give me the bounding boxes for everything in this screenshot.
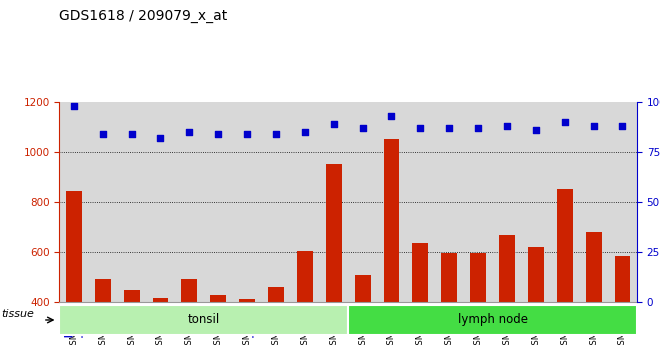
Bar: [412, 243, 428, 345]
Point: [126, 131, 137, 137]
Bar: [557, 189, 573, 345]
Point: [329, 121, 339, 127]
Bar: [499, 235, 515, 345]
Bar: [123, 290, 139, 345]
Point: [560, 119, 570, 125]
Bar: [66, 190, 82, 345]
Bar: [297, 250, 313, 345]
Point: [502, 123, 512, 129]
Point: [473, 125, 483, 130]
Bar: [614, 256, 630, 345]
Point: [98, 131, 108, 137]
Point: [155, 135, 166, 140]
Point: [184, 129, 195, 135]
Bar: [239, 299, 255, 345]
Point: [386, 113, 397, 119]
Bar: [95, 279, 111, 345]
Point: [357, 125, 368, 130]
Point: [242, 131, 252, 137]
Bar: [354, 275, 370, 345]
Bar: [152, 298, 168, 345]
Text: tissue: tissue: [1, 309, 34, 319]
Point: [531, 127, 541, 132]
Bar: [326, 164, 342, 345]
Text: GDS1618 / 209079_x_at: GDS1618 / 209079_x_at: [59, 9, 228, 23]
Point: [69, 103, 79, 109]
Bar: [470, 253, 486, 345]
Point: [617, 123, 628, 129]
Bar: [182, 279, 197, 345]
Bar: [268, 287, 284, 345]
Point: [415, 125, 426, 130]
Bar: [528, 247, 544, 345]
Bar: [211, 295, 226, 345]
Text: lymph node: lymph node: [457, 314, 527, 326]
Point: [300, 129, 310, 135]
Text: ■  count: ■ count: [63, 314, 112, 324]
Point: [588, 123, 599, 129]
Point: [271, 131, 281, 137]
Bar: [383, 139, 399, 345]
Point: [213, 131, 224, 137]
Text: ■  percentile rank within the sample: ■ percentile rank within the sample: [63, 328, 268, 338]
Text: tonsil: tonsil: [187, 314, 220, 326]
Bar: [585, 232, 601, 345]
Bar: [442, 253, 457, 345]
Point: [444, 125, 455, 130]
